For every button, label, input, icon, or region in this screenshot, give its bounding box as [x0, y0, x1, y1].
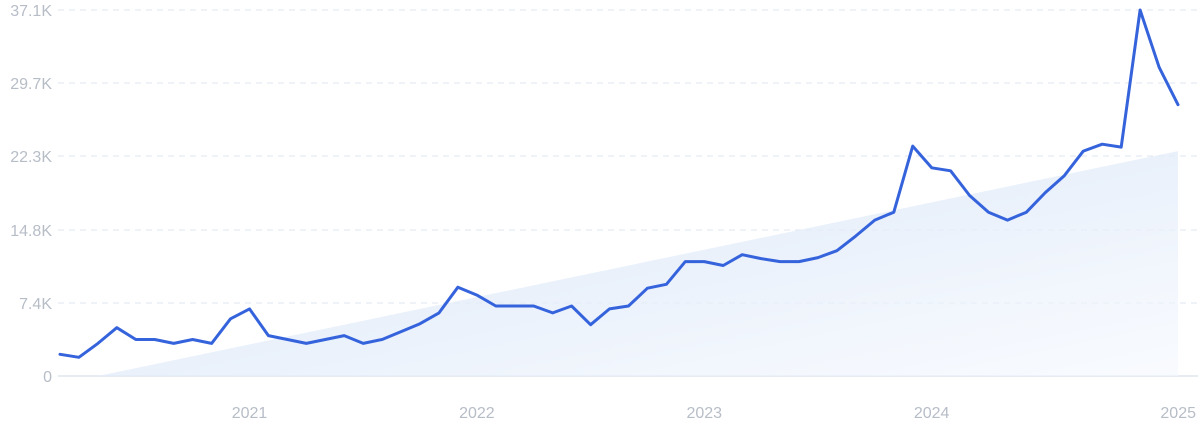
data-point [778, 260, 782, 264]
y-tick-label: 37.1K [10, 3, 52, 20]
data-point [1176, 103, 1180, 107]
data-point [399, 330, 403, 334]
data-point [172, 341, 176, 345]
data-point [740, 253, 744, 257]
data-point [418, 322, 422, 326]
data-point [229, 317, 233, 321]
trend-area-fill [97, 151, 1178, 376]
data-point [1157, 65, 1161, 69]
data-point [248, 307, 252, 311]
data-point [627, 304, 631, 308]
data-point [210, 341, 214, 345]
y-tick-label: 14.8K [10, 223, 52, 240]
data-point [513, 304, 517, 308]
x-tick-label: 2022 [459, 405, 495, 422]
data-point [759, 257, 763, 261]
data-point [361, 341, 365, 345]
data-point [96, 341, 100, 345]
data-point [437, 311, 441, 315]
data-point [58, 352, 62, 356]
data-point [608, 307, 612, 311]
data-point [134, 338, 138, 342]
data-point [1024, 210, 1028, 214]
y-tick-label: 29.7K [10, 76, 52, 93]
x-tick-label: 2023 [686, 405, 722, 422]
x-axis-ticks: 2021 2022 2023 2024 2025 [232, 405, 1196, 422]
y-tick-label: 7.4K [19, 296, 52, 313]
data-point [892, 210, 896, 214]
data-point [551, 311, 555, 315]
data-point [115, 326, 119, 330]
data-point [1006, 218, 1010, 222]
y-axis-ticks: 0 7.4K 14.8K 22.3K 29.7K 37.1K [10, 3, 52, 386]
data-point [77, 355, 81, 359]
data-point [191, 338, 195, 342]
data-point [949, 169, 953, 173]
x-tick-label: 2025 [1160, 405, 1196, 422]
data-point [930, 166, 934, 170]
data-point [816, 256, 820, 260]
y-tick-label: 0 [43, 369, 52, 386]
data-point [835, 249, 839, 253]
data-point [304, 341, 308, 345]
data-point [721, 264, 725, 268]
data-point [323, 338, 327, 342]
series-line-group [58, 8, 1180, 359]
data-point [1081, 149, 1085, 153]
data-point [1062, 174, 1066, 178]
data-point [873, 218, 877, 222]
data-point [456, 285, 460, 289]
data-point [475, 293, 479, 297]
data-point [645, 286, 649, 290]
data-point [1119, 145, 1123, 149]
data-point [342, 334, 346, 338]
y-tick-label: 22.3K [10, 149, 52, 166]
data-point [987, 210, 991, 214]
x-tick-label: 2024 [914, 405, 950, 422]
data-point [589, 323, 593, 327]
data-point [266, 334, 270, 338]
data-point [570, 304, 574, 308]
series-line [58, 8, 1180, 359]
data-point [664, 282, 668, 286]
data-point [702, 260, 706, 264]
data-point [532, 304, 536, 308]
data-point [285, 338, 289, 342]
data-point [911, 144, 915, 148]
data-point [797, 260, 801, 264]
data-point [1100, 142, 1104, 146]
data-point [683, 260, 687, 264]
data-point [153, 338, 157, 342]
data-point [380, 338, 384, 342]
data-point [1043, 191, 1047, 195]
x-tick-label: 2021 [232, 405, 268, 422]
data-point [494, 304, 498, 308]
data-point [1138, 8, 1142, 12]
data-point [854, 234, 858, 238]
data-point [968, 194, 972, 198]
trend-area [97, 151, 1178, 376]
